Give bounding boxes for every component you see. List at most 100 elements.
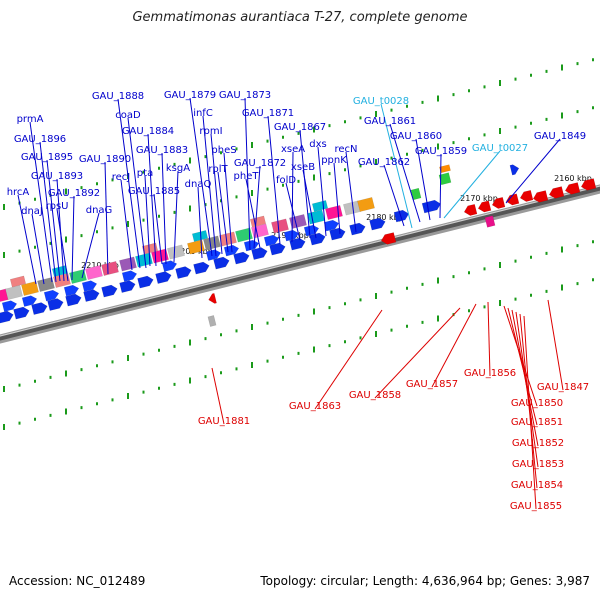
- forward-cds-block: [289, 237, 306, 251]
- forward-gene-label-leader: [104, 161, 109, 275]
- accession-text: Accession: NC_012489: [9, 574, 146, 588]
- category-box-shape: [101, 261, 119, 276]
- genome-summary-text: Topology: circular; Length: 4,636,964 bp…: [260, 574, 590, 588]
- category-box: [167, 244, 185, 260]
- forward-gene-label-leader: [285, 182, 301, 241]
- category-box: [119, 256, 137, 272]
- genome-backbone: [0, 184, 600, 344]
- forward-gene-label: dnaG: [86, 205, 113, 216]
- forward-gene-label: dnaJ: [21, 206, 43, 217]
- forward-gene-label: GAU_1896: [14, 134, 66, 145]
- forward-gene-label: xseB: [291, 162, 315, 173]
- forward-gene-label-leader: [56, 208, 69, 282]
- forward-cds-block: [393, 209, 410, 223]
- forward-cds-block: [263, 234, 280, 247]
- reverse-cds-block-shape: [208, 292, 217, 304]
- forward-gene-label-leader: [173, 170, 179, 263]
- forward-gene-label-leader: [291, 151, 294, 243]
- forward-cds-block: [0, 310, 14, 324]
- reverse-cds-block: [463, 203, 478, 216]
- forward-gene-label-leader: [223, 152, 233, 253]
- forward-gene-label: coaD: [115, 110, 141, 121]
- forward-gene-label: pta: [137, 168, 153, 179]
- category-box: [219, 231, 237, 247]
- forward-cds-block: [1, 300, 18, 312]
- category-box: [5, 285, 23, 300]
- reverse-gene-label-leader: [547, 299, 564, 391]
- rna-gene-label: GAU_t0028: [353, 96, 409, 107]
- reverse-gene-label: GAU_1851: [511, 417, 563, 428]
- forward-gene-label-leader: [389, 123, 421, 223]
- reverse-cds-block: [580, 178, 597, 191]
- forward-gene-label-leader: [302, 169, 317, 239]
- category-box: [37, 277, 55, 292]
- map-title: Gemmatimonas aurantiaca T-27, complete g…: [132, 10, 468, 25]
- category-box-shape: [37, 277, 55, 292]
- forward-cds-block-shape: [63, 284, 80, 297]
- reverse-cds-block-shape: [532, 190, 549, 203]
- forward-cds-block: [137, 275, 154, 289]
- forward-gene-label: infC: [193, 108, 213, 119]
- category-box: [357, 197, 375, 212]
- forward-gene-label: rpsU: [46, 201, 69, 212]
- forward-gene-label: folD: [276, 175, 296, 186]
- forward-gene-label: GAU_1871: [242, 108, 294, 119]
- forward-cds-block: [205, 249, 222, 261]
- forward-gene-label-leader: [31, 213, 45, 285]
- forward-gene-label-leader: [197, 186, 203, 259]
- forward-gene-label-leader: [153, 193, 163, 265]
- forward-cds-block: [43, 289, 60, 302]
- category-box-shape: [203, 235, 221, 251]
- forward-cds-block-shape: [43, 289, 60, 302]
- forward-cds-block: [81, 280, 98, 292]
- forward-gene-label: dnaQ: [185, 179, 212, 190]
- forward-gene-label: GAU_1883: [136, 145, 188, 156]
- reverse-gene-label: GAU_1857: [406, 379, 458, 390]
- forward-gene-label: xseA: [281, 144, 305, 155]
- category-box-shape: [235, 227, 253, 243]
- category-box-shape: [119, 256, 137, 272]
- forward-cds-block-shape: [21, 295, 38, 307]
- forward-cds-block: [269, 242, 286, 256]
- forward-cds-block-shape: [309, 232, 326, 246]
- forward-gene-label: GAU_1860: [390, 131, 442, 142]
- scale-label: 2180 kbp: [366, 213, 404, 222]
- forward-gene-label: pheS: [211, 145, 236, 156]
- forward-gene-label: GAU_1879: [164, 90, 216, 101]
- forward-cds-block-shape: [175, 266, 192, 279]
- category-box-shape: [69, 269, 87, 284]
- category-box-shape: [207, 315, 217, 327]
- reverse-gene-label: GAU_1858: [349, 390, 401, 401]
- forward-gene-label-leader: [147, 133, 157, 267]
- backbone-highlight: [0, 185, 600, 337]
- category-box: [325, 205, 343, 220]
- gene-labels: hrcA dnaJ prmA GAU_1896 GAU_1895 GAU_1893 rpsU…: [7, 90, 589, 512]
- forward-cds-block-shape: [65, 293, 82, 307]
- category-box-shape: [187, 239, 205, 255]
- forward-gene-label: rpmI: [199, 126, 222, 137]
- forward-gene-label: ppnK: [321, 155, 347, 166]
- reverse-cds-block-shape: [548, 186, 565, 199]
- forward-gene-label: dxs: [309, 139, 326, 150]
- category-box-shape: [484, 215, 496, 228]
- reverse-gene-label: GAU_1863: [289, 401, 341, 412]
- reverse-cds-block: [519, 189, 534, 202]
- forward-gene-label-leader: [333, 162, 341, 235]
- reverse-gene-label-leader: [374, 307, 461, 399]
- forward-gene-label-leader: [202, 115, 217, 257]
- category-box-shape: [219, 231, 237, 247]
- forward-gene-label: recN: [334, 144, 357, 155]
- category-box: [191, 230, 209, 242]
- reverse-gene-label: GAU_1853: [512, 459, 564, 470]
- forward-cds-block-shape: [329, 227, 346, 241]
- forward-cds-block-shape: [323, 219, 340, 232]
- reverse-cds-block: [208, 292, 217, 304]
- forward-gene-label: pheT: [234, 171, 260, 182]
- forward-cds-block-shape: [137, 275, 154, 289]
- reverse-gene-label-leader: [523, 315, 537, 510]
- reverse-cds-block: [505, 193, 520, 206]
- forward-cds-block: [329, 227, 346, 241]
- forward-cds-block: [101, 284, 118, 298]
- scale-label: 2210 kbp: [81, 261, 119, 270]
- forward-cds-block: [121, 270, 138, 282]
